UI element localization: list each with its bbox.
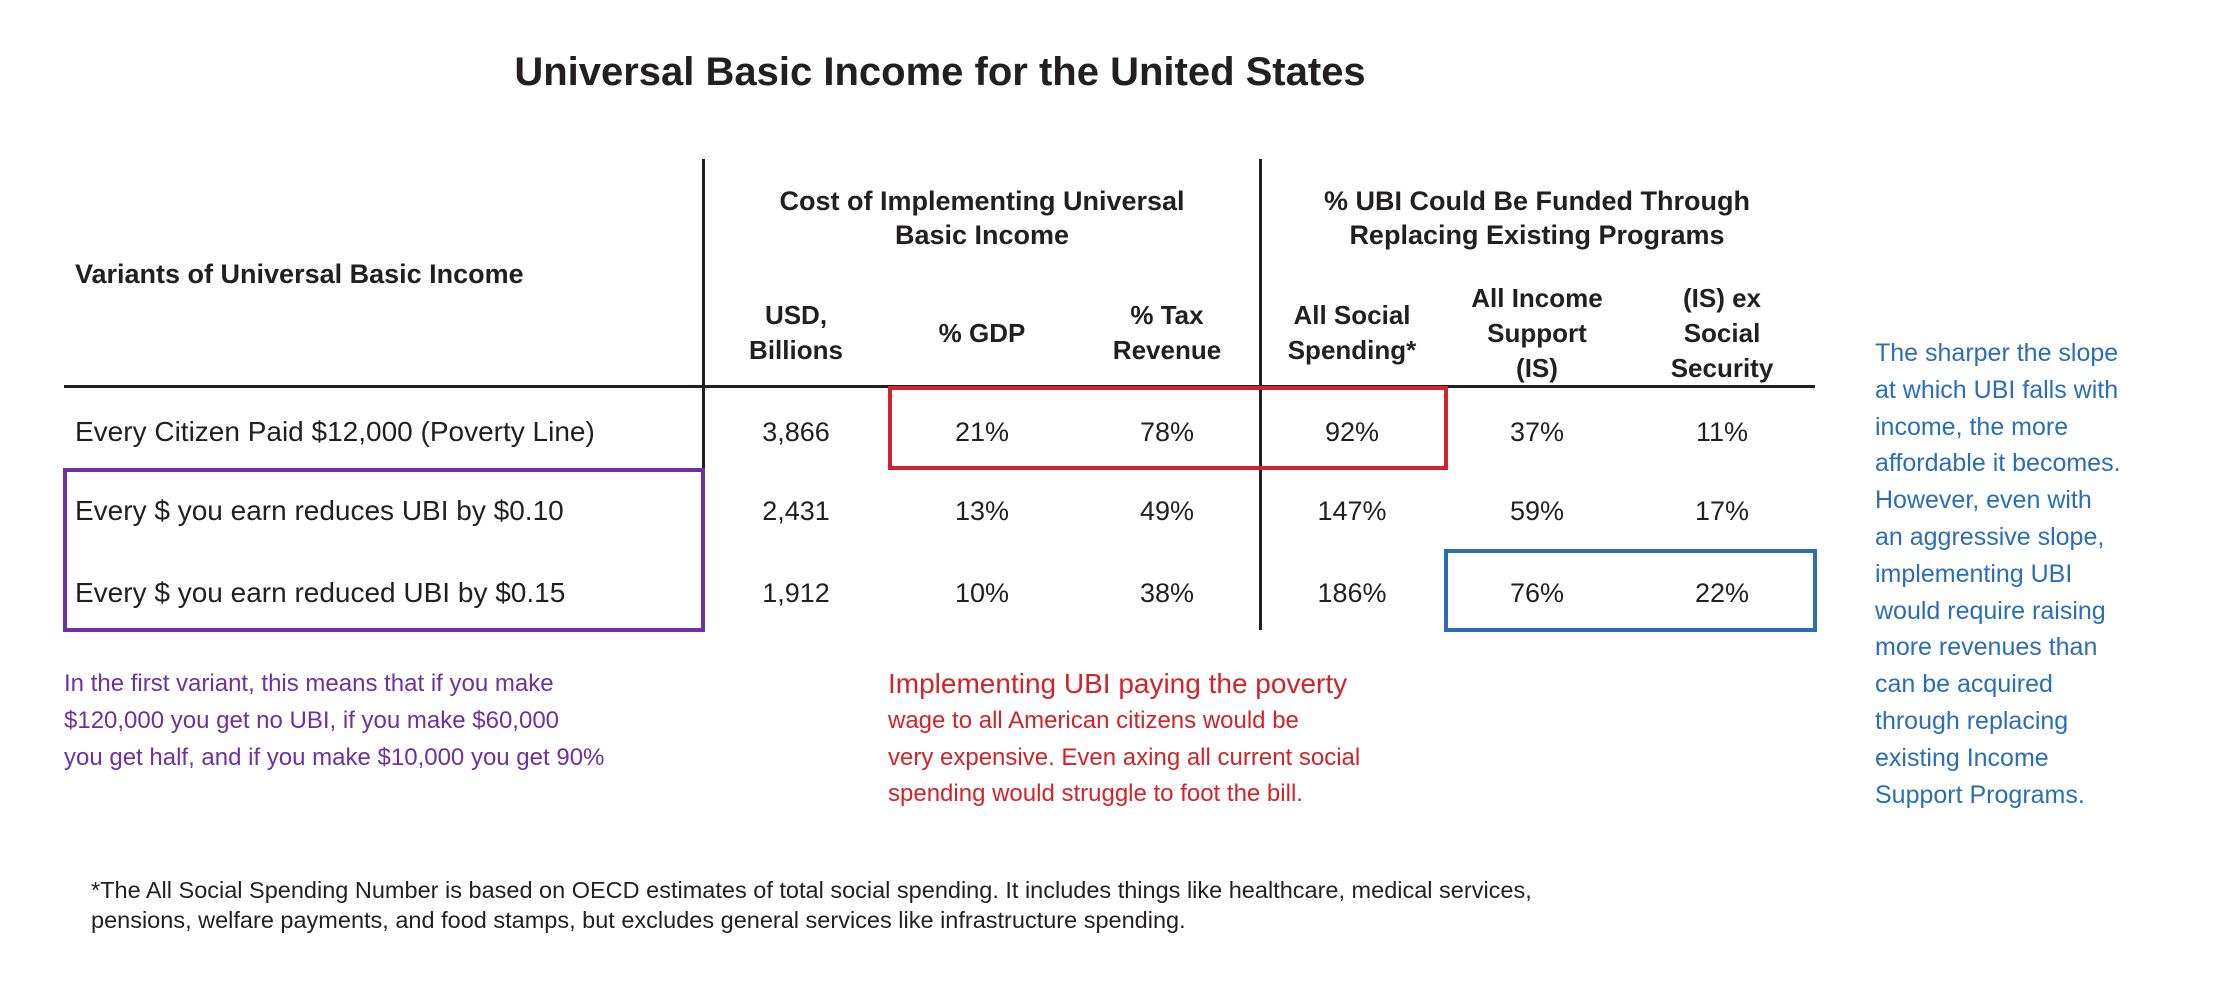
red-note: Implementing UBI paying the poverty wage… bbox=[888, 666, 1360, 813]
col-header-line: Spending* bbox=[1287, 335, 1417, 365]
col-header-is-ex-ss: (IS) ex Social Security bbox=[1622, 281, 1822, 386]
col-header-line: Support bbox=[1487, 318, 1587, 348]
footnote-line: pensions, welfare payments, and food sta… bbox=[91, 907, 1186, 933]
note-line: In the first variant, this means that if… bbox=[64, 670, 554, 697]
note-line: $120,000 you get no UBI, if you make $60… bbox=[64, 706, 560, 734]
col-header-tax: % Tax Revenue bbox=[1067, 298, 1267, 368]
note-line: However, even with bbox=[1875, 486, 2092, 515]
table-cell: 17% bbox=[1694, 496, 1750, 526]
note-line: at which UBI falls with bbox=[1875, 375, 2119, 404]
note-line: an aggressive slope, bbox=[1875, 522, 2105, 551]
note-line: wage to all American citizens would be bbox=[888, 706, 1299, 734]
note-line: existing Income bbox=[1875, 743, 2049, 772]
table-cell: 22% bbox=[1694, 578, 1750, 608]
note-line: The sharper the slope bbox=[1875, 339, 2119, 367]
row-label: Every $ you earn reduced UBI by $0.15 bbox=[75, 577, 566, 608]
note-line: affordable it becomes. bbox=[1875, 449, 2121, 478]
col-header-line: Security bbox=[1670, 353, 1774, 383]
col-header-line: USD, bbox=[764, 300, 828, 330]
highlight-box-blue bbox=[1444, 549, 1817, 632]
col-header-line: (IS) ex bbox=[1682, 283, 1762, 313]
note-line: Support Programs. bbox=[1875, 780, 2085, 809]
row-header: Variants of Universal Basic Income bbox=[75, 259, 524, 289]
note-line: income, the more bbox=[1875, 412, 2069, 441]
table-cell: 38% bbox=[1139, 578, 1195, 608]
table-cell: 37% bbox=[1509, 417, 1565, 447]
note-line: spending would struggle to foot the bill… bbox=[888, 780, 1303, 808]
note-line: you get half, and if you make $10,000 yo… bbox=[64, 743, 605, 771]
col-header-gdp: % GDP bbox=[882, 316, 1082, 351]
table-cell: 78% bbox=[1139, 417, 1195, 447]
col-header-income-support: All Income Support (IS) bbox=[1437, 281, 1637, 386]
divider-vertical bbox=[702, 159, 705, 470]
row-label: Every Citizen Paid $12,000 (Poverty Line… bbox=[75, 416, 595, 447]
table-cell: 21% bbox=[954, 417, 1010, 447]
highlight-box-purple bbox=[63, 468, 705, 632]
note-line: Implementing UBI paying the poverty bbox=[888, 668, 1348, 699]
table-cell: 1,912 bbox=[762, 578, 830, 608]
note-line: more revenues than bbox=[1875, 633, 2098, 662]
highlight-box-red bbox=[888, 386, 1448, 470]
table-cell: 11% bbox=[1695, 417, 1749, 447]
row-label: Every $ you earn reduces UBI by $0.10 bbox=[75, 495, 564, 526]
col-header-line: % Tax bbox=[1130, 300, 1204, 330]
col-header-line: Revenue bbox=[1112, 335, 1222, 365]
note-line: can be acquired bbox=[1875, 670, 2053, 699]
footnote-line: *The All Social Spending Number is based… bbox=[91, 877, 1532, 903]
group-header-line: Replacing Existing Programs bbox=[1349, 220, 1725, 250]
table-cell: 147% bbox=[1317, 496, 1387, 526]
col-header-line: All Income bbox=[1471, 283, 1603, 313]
table-cell: 10% bbox=[954, 578, 1010, 608]
group-header-cost: Cost of Implementing Universal Basic Inc… bbox=[722, 184, 1242, 252]
blue-note: The sharper the slope at which UBI falls … bbox=[1875, 335, 2121, 813]
table-cell: 186% bbox=[1317, 578, 1387, 608]
col-header-usd: USD, Billions bbox=[696, 298, 896, 368]
purple-note: In the first variant, this means that if… bbox=[64, 666, 604, 776]
col-header-line: Social bbox=[1683, 318, 1761, 348]
note-line: through replacing bbox=[1875, 706, 2069, 735]
footnote: *The All Social Spending Number is based… bbox=[91, 875, 1851, 935]
col-header-social-spending: All Social Spending* bbox=[1252, 298, 1452, 368]
table-cell: 92% bbox=[1324, 417, 1380, 447]
note-line: would require raising bbox=[1875, 596, 2106, 625]
table-cell: 2,431 bbox=[762, 496, 830, 526]
table-cell: 13% bbox=[954, 496, 1010, 526]
col-header-line: % GDP bbox=[938, 318, 1026, 348]
table-cell: 59% bbox=[1509, 496, 1565, 526]
note-line: very expensive. Even axing all current s… bbox=[888, 743, 1361, 771]
col-header-line: (IS) bbox=[1516, 353, 1558, 383]
divider-vertical bbox=[1259, 159, 1262, 630]
table-cell: 76% bbox=[1509, 578, 1565, 608]
col-header-line: All Social bbox=[1293, 300, 1411, 330]
group-header-line: Basic Income bbox=[894, 220, 1070, 250]
page-title: Universal Basic Income for the United St… bbox=[514, 50, 1366, 94]
table-cell: 49% bbox=[1139, 496, 1195, 526]
note-line: implementing UBI bbox=[1875, 559, 2073, 588]
group-header-funding: % UBI Could Be Funded Through Replacing … bbox=[1277, 184, 1797, 252]
group-header-line: Cost of Implementing Universal bbox=[779, 186, 1185, 216]
col-header-line: Billions bbox=[749, 335, 843, 365]
group-header-line: % UBI Could Be Funded Through bbox=[1324, 186, 1750, 216]
table-cell: 3,866 bbox=[762, 417, 830, 447]
